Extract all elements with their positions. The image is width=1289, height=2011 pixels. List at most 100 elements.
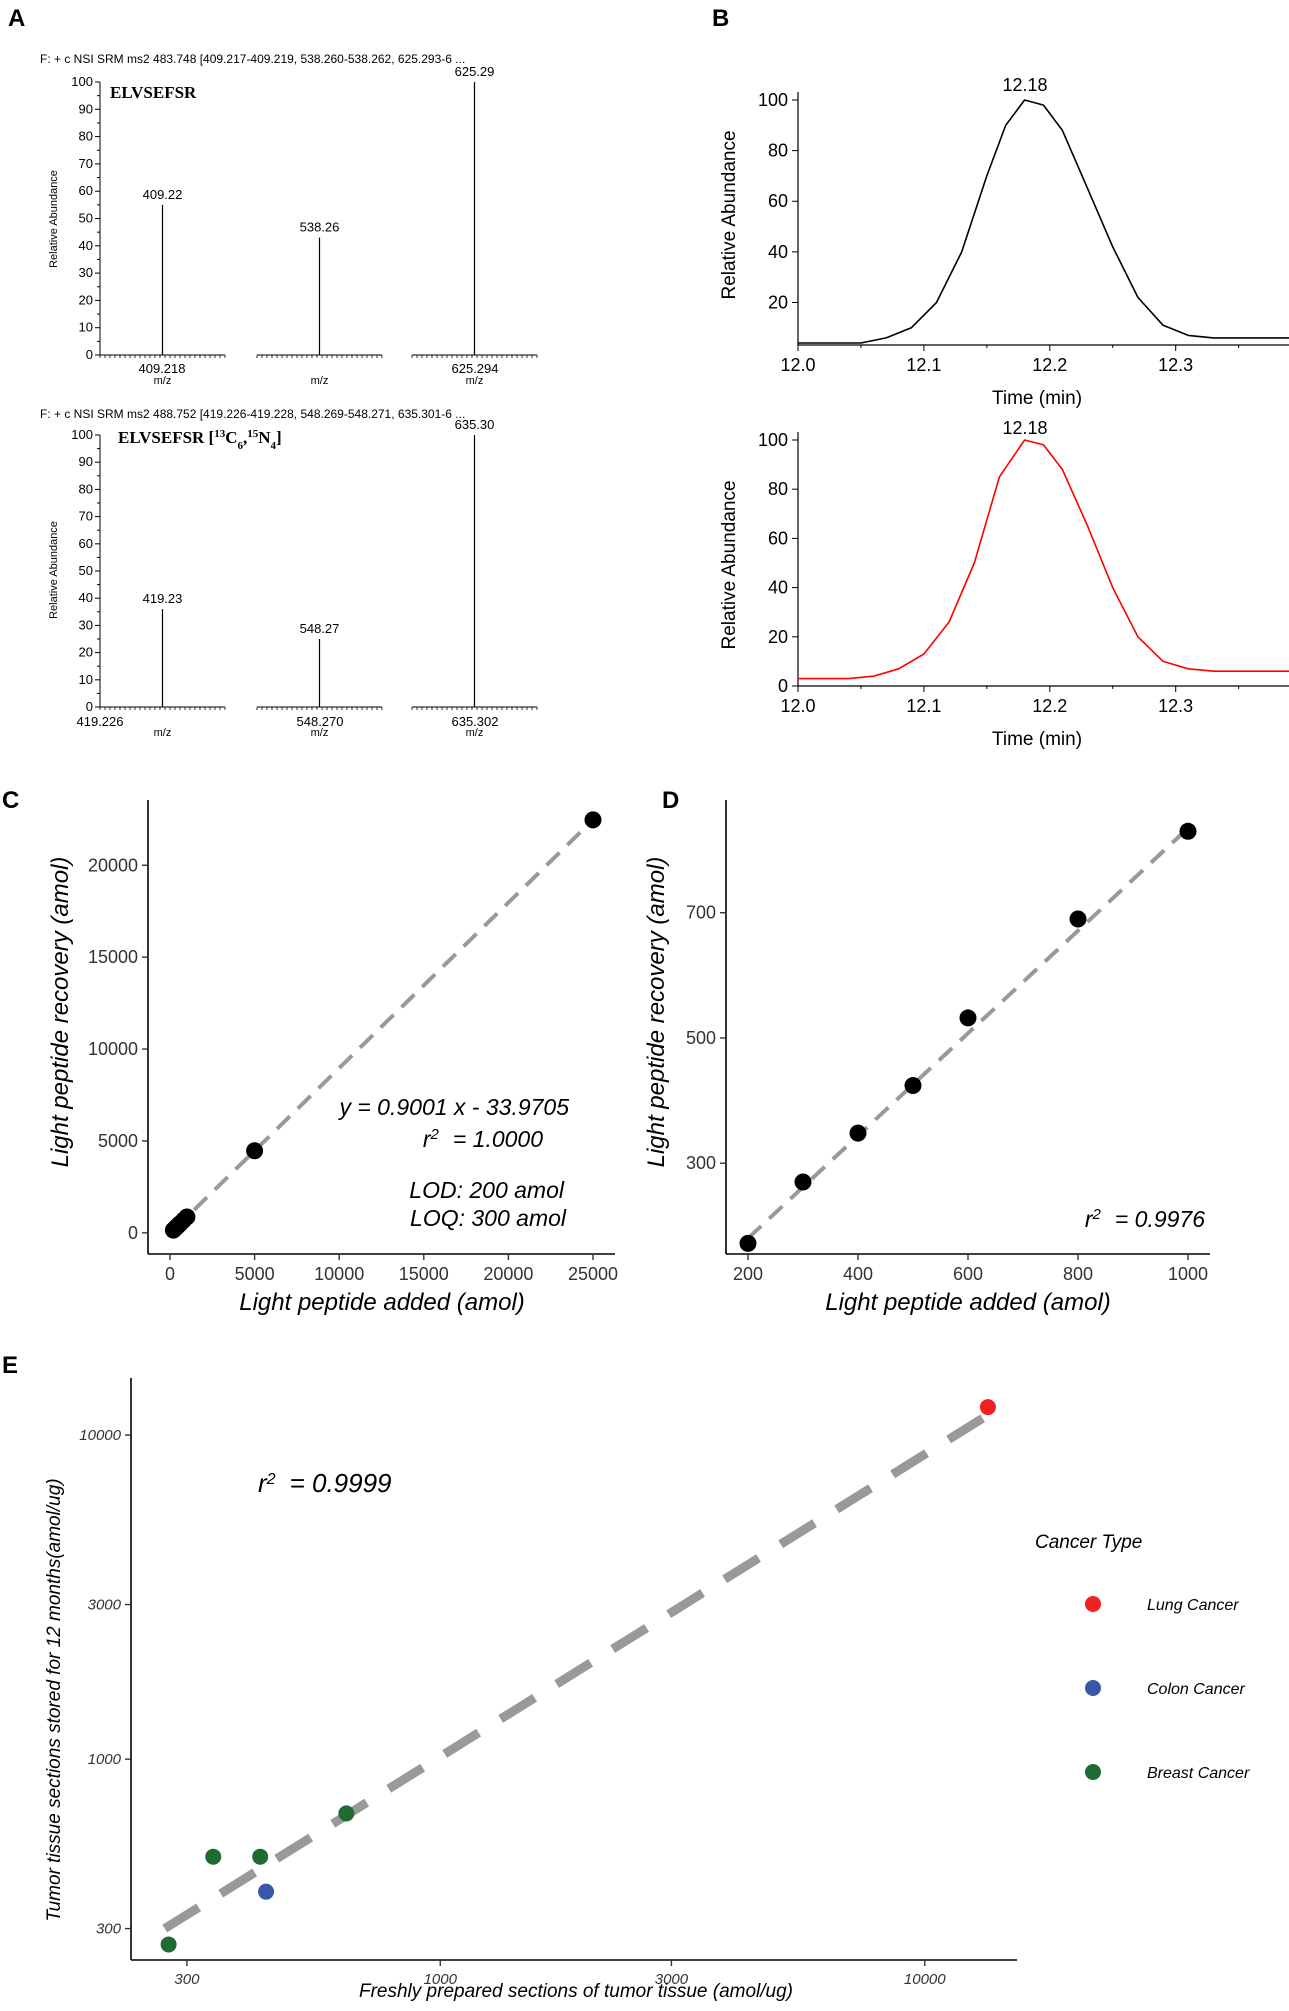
b1-series-line: [798, 99, 1289, 344]
b1-chromatogram: 20 40 60 80 100 12.0 12.1 12.2 12.3: [758, 90, 1289, 375]
a2-y-tick-label: 80: [79, 481, 93, 496]
d-y-axis-label: Light peptide recovery (amol): [643, 857, 670, 1168]
c-y-tick-label: 0: [128, 1223, 138, 1243]
a2-peak-label: 635.30: [455, 417, 495, 432]
e-fit-line: [162, 1414, 986, 1933]
d-plot: 300 500 700 200 400 600 800 1000: [686, 800, 1210, 1284]
a2-axes: 0 10 20 30 40 50 60 70 80 90 100 419.23 m/z 548.27 m/z…: [71, 417, 538, 739]
b1-x-tick-label: 12.3: [1158, 355, 1193, 375]
d-data-point: [849, 1124, 867, 1142]
b1-x-tick-label: 12.0: [780, 355, 815, 375]
panel-letter-a: A: [8, 5, 25, 32]
e-y-axis-label: Tumor tissue sections stored for 12 mont…: [44, 1478, 65, 1921]
a1-axes: 0 10 20 30 40 50 60 70 80 90 100 409.22 m/z 538.26 m/z…: [71, 64, 538, 387]
a1-y-tick-label: 0: [86, 347, 93, 362]
e-legend-swatch-colon: [1085, 1680, 1101, 1696]
panel-c: 0 5000 10000 15000 20000 0 5000 10000 15000 20000…: [47, 800, 618, 1316]
e-data-point: [338, 1805, 355, 1822]
b1-x-axis-label: Time (min): [992, 388, 1082, 409]
e-x-tick-label: 300: [174, 1971, 200, 1988]
a1-y-tick-label: 90: [79, 101, 93, 116]
a1-peak-label: 538.26: [300, 220, 340, 235]
a2-x-axis-label: m/z: [154, 727, 172, 739]
panel-letter-c: C: [2, 787, 19, 814]
e-legend: Cancer Type Lung Cancer Colon Cancer Bre…: [1035, 1532, 1250, 1782]
d-y-tick-label: 700: [686, 903, 716, 923]
a1-y-tick-label: 100: [71, 74, 93, 89]
a2-header: F: + c NSI SRM ms2 488.752 [419.226-419.…: [40, 407, 465, 421]
e-y-tick-label: 300: [96, 1921, 122, 1938]
a1-peak-label: 409.22: [143, 187, 183, 202]
b1-y-axis-label: Relative Abundance: [719, 130, 740, 299]
a1-center-label: 625.294: [452, 361, 499, 376]
d-fit-line: [746, 826, 1190, 1240]
a2-y-axis-label: Relative Abundance: [48, 521, 60, 619]
e-data-point: [205, 1848, 222, 1865]
e-legend-label-lung: Lung Cancer: [1147, 1597, 1239, 1614]
a1-y-tick-label: 20: [79, 292, 93, 307]
c-y-tick-label: 15000: [88, 947, 138, 967]
e-legend-swatch-breast: [1085, 1764, 1101, 1780]
b1-y-tick-label: 40: [768, 242, 788, 262]
a1-y-tick-label: 10: [79, 320, 93, 335]
panel-letter-e: E: [2, 1352, 18, 1379]
a1-y-tick-label: 80: [79, 129, 93, 144]
b2-y-tick-label: 40: [768, 578, 788, 598]
e-x-axis-label: Freshly prepared sections of tumor tissu…: [359, 1981, 793, 2002]
b2-x-axis-label: Time (min): [992, 729, 1082, 750]
a1-peak-label: 625.29: [455, 64, 495, 79]
c-r2: r2 = 1.0000: [423, 1126, 543, 1153]
b2-y-tick-label: 20: [768, 627, 788, 647]
panel-d: 300 500 700 200 400 600 800 1000 Light peptide …: [643, 800, 1210, 1316]
a1-center-label: 409.218: [139, 361, 186, 376]
d-x-tick-label: 800: [1063, 1264, 1093, 1284]
b2-series-line: [798, 439, 1289, 680]
e-x-tick-label: 10000: [904, 1971, 946, 1988]
e-r2: r2 = 0.9999: [258, 1468, 392, 1498]
a2-y-tick-label: 100: [71, 427, 93, 442]
a2-y-tick-label: 90: [79, 454, 93, 469]
c-plot: 0 5000 10000 15000 20000 0 5000 10000 15000 20000…: [88, 800, 618, 1284]
c-equation: y = 0.9001 x - 33.9705: [337, 1094, 569, 1120]
a1-y-tick-label: 70: [79, 156, 93, 171]
b2-y-tick-label: 60: [768, 528, 788, 548]
a2-y-tick-label: 40: [79, 590, 93, 605]
e-x-tick-label: 3000: [655, 1971, 689, 1988]
c-loq: LOQ: 300 amol: [410, 1205, 567, 1231]
a2-x-axis-label: m/z: [466, 727, 484, 739]
b1-x-tick-label: 12.1: [906, 355, 941, 375]
c-y-tick-label: 10000: [88, 1039, 138, 1059]
e-legend-title: Cancer Type: [1035, 1532, 1142, 1553]
a1-y-axis-label: Relative Abundance: [48, 170, 60, 268]
panel-b: 20 40 60 80 100 12.0 12.1 12.2 12.3 Relative Abu…: [719, 75, 1289, 750]
a2-peak-label: 419.23: [143, 591, 183, 606]
b2-x-tick-label: 12.2: [1032, 696, 1067, 716]
e-y-tick-label: 10000: [79, 1427, 121, 1444]
a2-y-tick-label: 20: [79, 645, 93, 660]
a2-peak-label: 548.27: [300, 621, 340, 636]
e-legend-label-breast: Breast Cancer: [1147, 1765, 1250, 1782]
b2-peak-label: 12.18: [1002, 418, 1047, 438]
d-x-tick-label: 400: [843, 1264, 873, 1284]
e-y-tick-label: 3000: [88, 1597, 122, 1614]
c-data-point: [246, 1142, 264, 1160]
a1-y-tick-label: 30: [79, 265, 93, 280]
c-lod: LOD: 200 amol: [409, 1177, 565, 1203]
a1-x-axis-label: m/z: [466, 375, 484, 387]
b1-y-tick-label: 20: [768, 292, 788, 312]
d-x-tick-label: 600: [953, 1264, 983, 1284]
c-y-tick-label: 5000: [98, 1131, 138, 1151]
a2-peptide-label: ELVSEFSR [13C6,15N4]: [118, 428, 282, 452]
c-x-tick-label: 0: [165, 1264, 175, 1284]
b2-chromatogram: 0 20 40 60 80 100 12.0 12.1 12.2 12.3: [758, 430, 1289, 716]
e-y-tick-label: 1000: [88, 1751, 122, 1768]
b1-x-tick-label: 12.2: [1032, 355, 1067, 375]
c-x-tick-label: 5000: [235, 1264, 275, 1284]
b2-y-tick-label: 100: [758, 430, 788, 450]
d-data-point: [904, 1077, 922, 1095]
b2-y-tick-label: 80: [768, 479, 788, 499]
e-legend-swatch-lung: [1085, 1596, 1101, 1612]
d-r2: r2 = 0.9976: [1085, 1206, 1205, 1233]
a1-peptide-label: ELVSEFSR: [110, 83, 197, 102]
